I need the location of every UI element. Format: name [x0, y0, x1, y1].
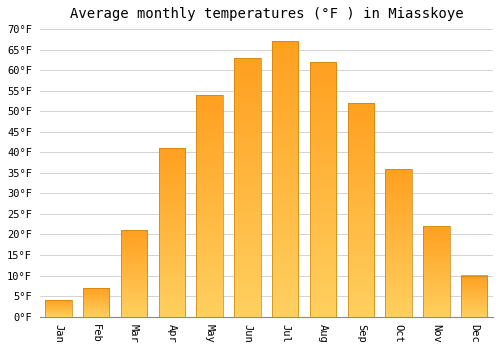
Title: Average monthly temperatures (°F ) in Miasskoye: Average monthly temperatures (°F ) in Mi… — [70, 7, 463, 21]
Bar — [461, 275, 487, 317]
Bar — [272, 41, 298, 317]
Bar — [234, 58, 260, 317]
Bar — [121, 230, 148, 317]
Bar — [310, 62, 336, 317]
Bar — [461, 275, 487, 317]
Bar — [158, 148, 185, 317]
Bar — [46, 300, 72, 317]
Bar — [272, 41, 298, 317]
Bar — [348, 103, 374, 317]
Bar — [196, 95, 223, 317]
Bar — [121, 230, 148, 317]
Bar — [348, 103, 374, 317]
Bar — [46, 300, 72, 317]
Bar — [386, 169, 412, 317]
Bar — [310, 62, 336, 317]
Bar — [83, 288, 110, 317]
Bar — [423, 226, 450, 317]
Bar — [83, 288, 110, 317]
Bar — [158, 148, 185, 317]
Bar — [234, 58, 260, 317]
Bar — [423, 226, 450, 317]
Bar — [386, 169, 412, 317]
Bar — [196, 95, 223, 317]
